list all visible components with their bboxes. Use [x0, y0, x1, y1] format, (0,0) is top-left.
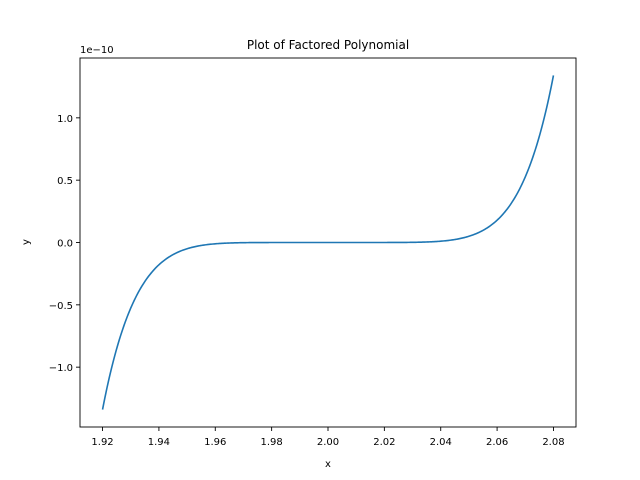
y-tick-label: −1.0	[49, 363, 73, 374]
x-axis-label: x	[325, 459, 331, 470]
series-line	[101, 75, 555, 410]
y-axis-label: y	[21, 239, 32, 245]
x-tick-label: 2.06	[486, 437, 508, 448]
y-tick-label: −0.5	[49, 301, 73, 312]
x-tick-label: 2.02	[373, 437, 395, 448]
x-tick-label: 2.08	[542, 437, 564, 448]
y-tick-label: 1.0	[57, 114, 73, 125]
x-tick-label: 1.94	[148, 437, 170, 448]
y-tick-label: 0.0	[57, 239, 73, 250]
chart-title: Plot of Factored Polynomial	[247, 38, 409, 52]
plot-area: 1.92 1.94 1.96 1.98 2.00 2.02 2.04 2.06 2.08 −1.0…	[49, 57, 577, 448]
x-tick-label: 2.00	[317, 437, 339, 448]
x-tick-label: 2.04	[430, 437, 452, 448]
x-tick-label: 1.96	[204, 437, 226, 448]
x-tick-label: 1.98	[261, 437, 283, 448]
x-tick-label: 1.92	[91, 437, 113, 448]
y-axis-multiplier: 1e−10	[80, 45, 114, 56]
y-tick-label: 0.5	[57, 176, 73, 187]
